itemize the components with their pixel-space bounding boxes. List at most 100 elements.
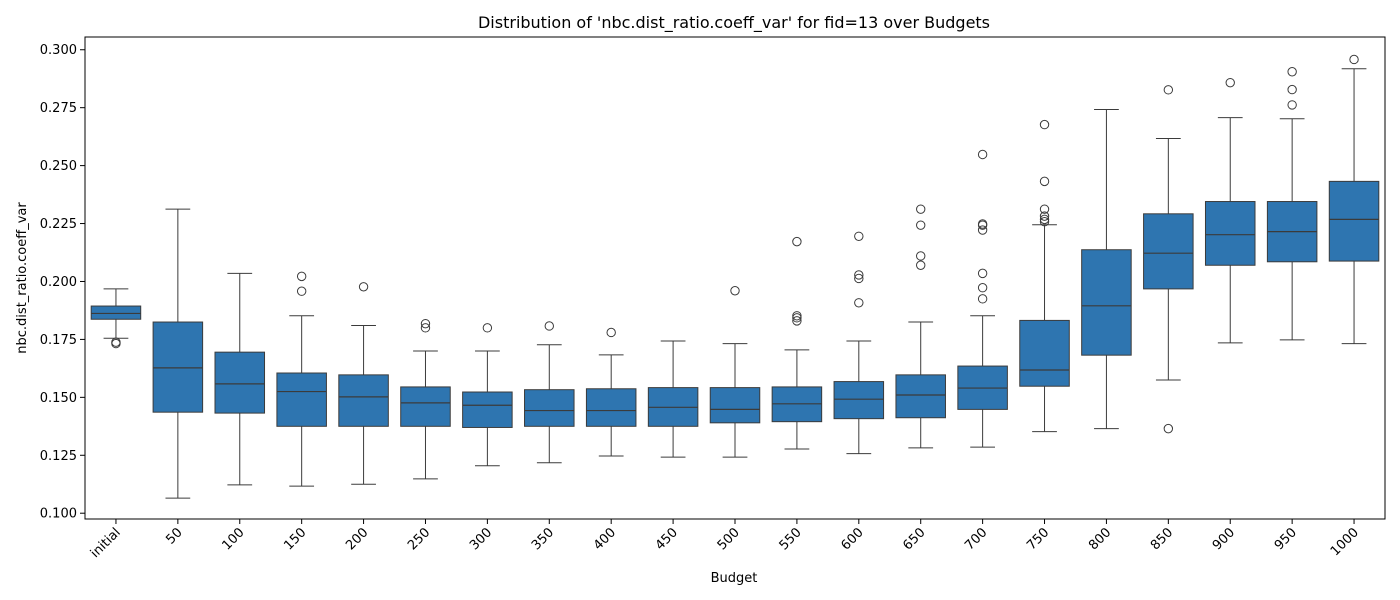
box-body xyxy=(1143,213,1194,290)
box-body xyxy=(833,381,885,420)
plot-area: 0.100 0.125 0.150 0.175 0.200 0.225 0.250 0.275… xyxy=(40,43,1380,561)
box-500 xyxy=(709,286,761,458)
x-tick-label: 250 xyxy=(405,525,433,553)
box-body xyxy=(709,387,761,424)
x-tick-label: 150 xyxy=(281,525,309,553)
outlier-point xyxy=(1039,204,1050,214)
box-body xyxy=(276,372,327,427)
box-600 xyxy=(833,231,885,455)
x-tick-label: 550 xyxy=(777,525,805,553)
box-body xyxy=(1081,249,1132,356)
outlier-point xyxy=(296,286,307,296)
box-350 xyxy=(524,321,575,464)
outlier-point xyxy=(916,204,926,214)
box-body xyxy=(338,374,389,427)
outlier-point xyxy=(1163,85,1174,95)
outlier-point xyxy=(1039,211,1050,221)
outlier-point xyxy=(1225,77,1235,88)
box-450 xyxy=(647,340,699,458)
y-tick-label: 0.125 xyxy=(40,449,77,464)
x-tick-label: 350 xyxy=(529,525,557,553)
x-tick-label: 850 xyxy=(1148,525,1176,553)
box-body xyxy=(1204,201,1256,266)
outlier-point xyxy=(1287,100,1297,110)
box-650 xyxy=(895,204,946,449)
box-body xyxy=(1328,180,1380,262)
box-body xyxy=(90,305,142,320)
outlier-point xyxy=(977,149,988,160)
box-100 xyxy=(214,272,266,486)
x-tick-label: 100 xyxy=(219,525,247,553)
outlier-point xyxy=(1039,214,1050,225)
x-tick-label: 950 xyxy=(1272,525,1300,553)
box-body xyxy=(462,391,513,428)
outlier-point xyxy=(1287,67,1297,77)
x-tick-label: 50 xyxy=(163,525,185,547)
box-550 xyxy=(771,236,823,450)
outlier-point xyxy=(1163,423,1174,434)
outlier-point xyxy=(977,283,988,293)
y-axis-label: nbc.dist_ratio.coeff_var xyxy=(15,202,30,354)
box-body xyxy=(524,389,575,427)
x-axis-label: Budget xyxy=(711,571,758,586)
outlier-point xyxy=(916,251,926,261)
x-tick-label: 900 xyxy=(1210,525,1238,553)
x-tick-label: 800 xyxy=(1086,525,1114,553)
box-body xyxy=(1019,319,1070,387)
outlier-point xyxy=(420,323,431,333)
y-tick-label: 0.250 xyxy=(40,159,77,174)
x-tick-label: 750 xyxy=(1024,525,1052,553)
outlier-point xyxy=(606,327,616,338)
x-tick-label: 500 xyxy=(715,525,743,553)
outlier-point xyxy=(1287,84,1297,95)
outlier-point xyxy=(977,268,988,279)
box-body xyxy=(585,388,637,427)
y-tick-label: 0.100 xyxy=(40,507,77,522)
chart-title: Distribution of 'nbc.dist_ratio.coeff_va… xyxy=(478,13,990,33)
box-950 xyxy=(1266,67,1318,341)
box-body xyxy=(152,321,204,413)
outlier-point xyxy=(854,298,864,308)
outlier-point xyxy=(977,219,988,229)
y-tick-label: 0.175 xyxy=(40,333,77,348)
x-tick-label: 650 xyxy=(900,525,928,553)
outlier-point xyxy=(854,231,864,241)
x-tick-label: initial xyxy=(88,525,124,561)
outlier-point xyxy=(111,337,121,347)
outlier-point xyxy=(792,316,802,326)
outlier-point xyxy=(854,273,864,284)
box-900 xyxy=(1204,77,1256,344)
outlier-point xyxy=(1039,216,1050,227)
outlier-point xyxy=(358,282,369,292)
outlier-point xyxy=(1039,176,1050,187)
box-50 xyxy=(152,208,204,499)
outlier-point xyxy=(730,286,740,296)
y-tick-label: 0.275 xyxy=(40,101,77,116)
y-tick-label: 0.300 xyxy=(40,43,77,58)
x-tick-label: 400 xyxy=(591,525,619,553)
y-tick-label: 0.150 xyxy=(40,391,77,406)
outlier-point xyxy=(792,236,802,247)
outlier-point xyxy=(977,225,988,235)
box-700 xyxy=(957,149,1008,448)
box-body xyxy=(400,386,451,427)
outlier-point xyxy=(977,294,988,304)
x-tick-label: 450 xyxy=(653,525,681,553)
outlier-point xyxy=(420,318,431,329)
x-tick-label: 600 xyxy=(838,525,866,553)
x-tick-label: 300 xyxy=(467,525,495,553)
box-initial xyxy=(90,288,142,349)
outlier-point xyxy=(1349,54,1359,65)
outlier-point xyxy=(916,220,926,230)
x-tick-label: 200 xyxy=(343,525,371,553)
outlier-point xyxy=(916,260,926,270)
box-250 xyxy=(400,318,451,480)
box-body xyxy=(895,374,946,419)
box-200 xyxy=(338,282,389,485)
box-400 xyxy=(585,327,637,457)
box-800 xyxy=(1081,109,1132,430)
x-tick-label: 700 xyxy=(962,525,990,553)
box-body xyxy=(214,351,266,414)
y-tick-label: 0.225 xyxy=(40,217,77,232)
outlier-point xyxy=(1039,119,1050,130)
